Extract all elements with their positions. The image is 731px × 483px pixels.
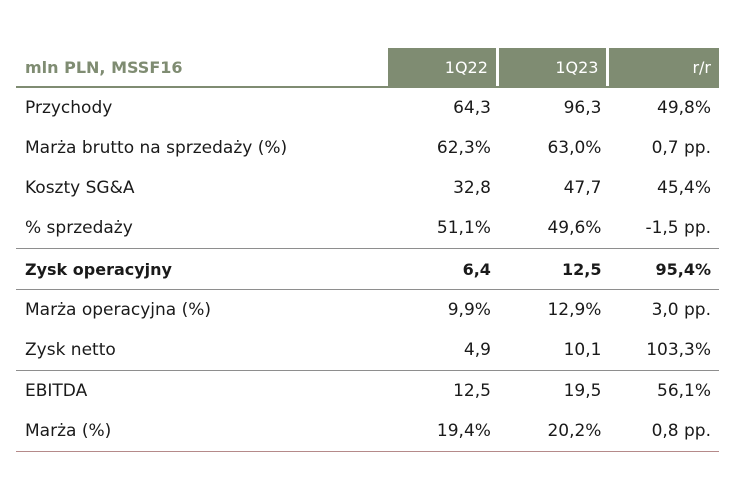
- table-row: Marża brutto na sprzedaży (%) 62,3% 63,0…: [16, 128, 719, 168]
- row-value-1q23: 49,6%: [547, 218, 602, 238]
- header-col-1q23: 1Q23: [498, 48, 607, 86]
- row-label: Zysk netto: [25, 340, 116, 360]
- row-label: Marża operacyjna (%): [25, 300, 212, 320]
- row-label: Marża (%): [25, 421, 112, 441]
- row-label: Marża brutto na sprzedaży (%): [25, 138, 288, 158]
- row-value-1q23: 12,9%: [547, 300, 602, 320]
- row-value-1q23: 63,0%: [547, 138, 602, 158]
- row-value-yoy: 56,1%: [657, 381, 712, 401]
- table-row: Przychody 64,3 96,3 49,8%: [16, 88, 719, 128]
- row-divider: [16, 370, 719, 371]
- table-header: mln PLN, MSSF16 1Q22 1Q23 r/r: [16, 48, 719, 86]
- row-value-1q23: 47,7: [563, 178, 602, 198]
- row-divider: [16, 289, 719, 290]
- header-col-yoy: r/r: [609, 48, 719, 86]
- row-value-1q22: 19,4%: [436, 421, 491, 441]
- row-value-yoy: 0,7 pp.: [651, 138, 712, 158]
- row-value-1q22: 62,3%: [436, 138, 491, 158]
- row-value-1q23: 20,2%: [547, 421, 602, 441]
- row-value-yoy: 103,3%: [646, 340, 712, 360]
- row-value-1q23: 12,5: [561, 259, 602, 279]
- header-title: mln PLN, MSSF16: [25, 57, 183, 77]
- row-label: % sprzedaży: [25, 218, 133, 238]
- row-value-1q23: 19,5: [563, 381, 602, 401]
- row-value-1q22: 51,1%: [436, 218, 491, 238]
- row-value-1q23: 10,1: [563, 340, 602, 360]
- table-row: Marża (%) 19,4% 20,2% 0,8 pp.: [16, 411, 719, 451]
- table-row: % sprzedaży 51,1% 49,6% -1,5 pp.: [16, 208, 719, 248]
- table-row: Marża operacyjna (%) 9,9% 12,9% 3,0 pp.: [16, 290, 719, 330]
- table-row: EBITDA 12,5 19,5 56,1%: [16, 371, 719, 411]
- row-label: EBITDA: [25, 381, 88, 401]
- row-value-yoy: 45,4%: [657, 178, 712, 198]
- row-value-yoy: 0,8 pp.: [651, 421, 712, 441]
- header-col-1q22: 1Q22: [388, 48, 496, 86]
- row-label: Przychody: [25, 98, 113, 118]
- table-row: Koszty SG&A 32,8 47,7 45,4%: [16, 168, 719, 208]
- row-label: Zysk operacyjny: [25, 259, 172, 279]
- table-row: Zysk netto 4,9 10,1 103,3%: [16, 330, 719, 370]
- row-value-1q22: 4,9: [463, 340, 491, 360]
- row-value-yoy: 49,8%: [657, 98, 712, 118]
- table-row-highlight: Zysk operacyjny 6,4 12,5 95,4%: [16, 249, 719, 289]
- header-divider: [16, 86, 719, 88]
- row-value-1q22: 9,9%: [447, 300, 491, 320]
- row-divider: [16, 248, 719, 249]
- row-value-1q22: 32,8: [453, 178, 491, 198]
- row-value-1q22: 64,3: [453, 98, 491, 118]
- row-value-yoy: 3,0 pp.: [651, 300, 712, 320]
- row-value-1q22: 6,4: [462, 259, 491, 279]
- row-value-1q23: 96,3: [563, 98, 602, 118]
- row-value-1q22: 12,5: [453, 381, 491, 401]
- financial-table: mln PLN, MSSF16 1Q22 1Q23 r/r Przychody …: [16, 48, 719, 452]
- row-label: Koszty SG&A: [25, 178, 135, 198]
- row-value-yoy: -1,5 pp.: [645, 218, 712, 238]
- row-value-yoy: 95,4%: [655, 259, 712, 279]
- table-bottom-rule: [16, 451, 719, 452]
